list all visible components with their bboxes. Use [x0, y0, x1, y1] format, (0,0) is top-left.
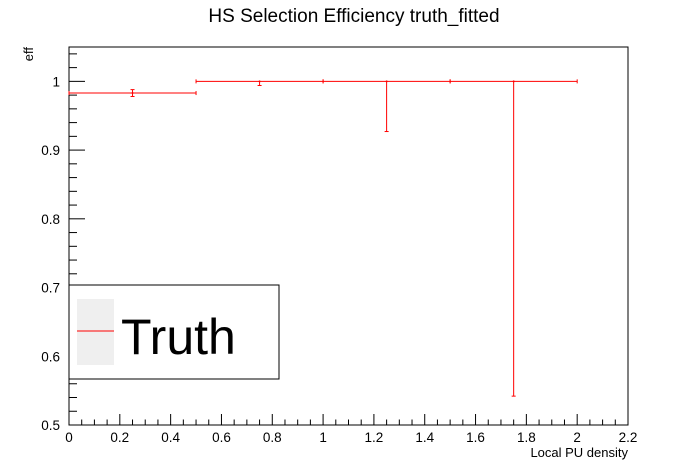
x-tick-label: 1.8	[517, 430, 536, 445]
data-marker	[131, 92, 134, 95]
y-tick-label: 0.8	[41, 212, 60, 227]
data-marker	[258, 80, 261, 83]
x-tick-label: 1	[319, 430, 327, 445]
data-point	[449, 79, 578, 397]
legend: Truth	[68, 284, 280, 380]
x-tick-label: 1.2	[365, 430, 384, 445]
x-tick-label: 2.2	[619, 430, 638, 445]
y-tick-label: 0.6	[41, 349, 60, 364]
y-tick-label: 0.7	[41, 281, 60, 296]
legend-entry-truth: Truth	[121, 309, 236, 365]
data-point	[195, 79, 324, 86]
y-tick-label: 0.9	[41, 143, 60, 158]
data-marker	[512, 80, 515, 83]
data-point	[322, 79, 451, 133]
x-tick-label: 1.4	[415, 430, 434, 445]
data-marker	[385, 80, 388, 83]
x-tick-label: 0	[65, 430, 73, 445]
chart-title: HS Selection Efficiency truth_fitted	[208, 6, 499, 27]
y-axis-ticks: 0.5 0.6 0.7 0.8 0.9 1	[41, 53, 85, 433]
x-tick-label: 0.8	[263, 430, 282, 445]
x-axis-ticks: 0 0.2 0.4 0.6 0.8 1 1.2 1.4 1.6 1.8 2 2.2	[65, 414, 637, 445]
data-point	[68, 89, 197, 97]
x-tick-label: 0.4	[161, 430, 180, 445]
x-tick-label: 0.2	[110, 430, 129, 445]
x-axis-label: Local PU density	[530, 445, 628, 460]
y-tick-label: 0.5	[41, 418, 60, 433]
x-tick-label: 2	[573, 430, 581, 445]
y-axis-label: eff	[21, 47, 36, 62]
legend-swatch-bg	[77, 299, 114, 365]
x-tick-label: 0.6	[212, 430, 231, 445]
x-tick-label: 1.6	[466, 430, 485, 445]
y-tick-label: 1	[52, 74, 60, 89]
data-series-truth	[68, 79, 578, 397]
